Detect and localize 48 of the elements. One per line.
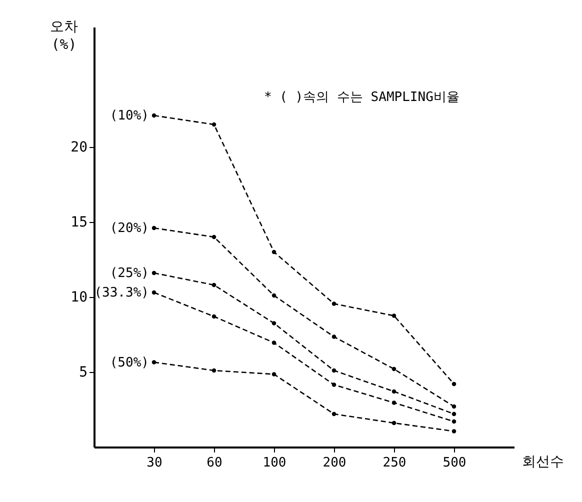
y-tick-label: 10 (70, 290, 88, 306)
point (212, 368, 216, 373)
series-label: (33.3%) (94, 286, 149, 300)
point (272, 340, 276, 345)
point (152, 113, 156, 118)
point (152, 226, 156, 230)
series-label: (10%) (110, 108, 149, 124)
y-tick-label: 15 (70, 214, 88, 230)
point (272, 321, 276, 326)
point (452, 419, 456, 424)
point (452, 382, 456, 386)
point (332, 334, 336, 339)
point (452, 429, 456, 434)
point (212, 314, 216, 319)
point (272, 250, 276, 254)
point (152, 270, 156, 276)
point (272, 372, 276, 376)
x-tick-label: 200 (322, 456, 346, 470)
point (152, 290, 156, 295)
x-tick-label: 500 (442, 456, 466, 470)
point (392, 400, 396, 405)
x-axis-title: 회선수 (522, 454, 564, 470)
x-tick-label: 60 (206, 456, 222, 470)
point (212, 122, 216, 127)
series-label: (25%) (110, 266, 149, 281)
x-tick-label: 100 (262, 456, 286, 470)
x-tick-label: 250 (382, 456, 406, 470)
point (272, 293, 276, 298)
x-tick-label: 30 (146, 456, 162, 470)
y-tick-label: 5 (79, 364, 88, 380)
y-axis-title: 오차 (%) (50, 19, 78, 53)
annotation: * ( )속의 수는 SAMPLING비율 (264, 90, 460, 105)
point (212, 234, 216, 240)
point (332, 368, 336, 373)
point (452, 412, 456, 416)
point (332, 302, 336, 306)
point (452, 404, 456, 409)
point (392, 389, 396, 394)
point (332, 382, 336, 387)
point (332, 412, 336, 416)
point (392, 420, 396, 426)
point (152, 360, 156, 364)
series-label: (50%) (110, 355, 149, 370)
point (392, 366, 396, 372)
point (392, 314, 396, 318)
point (212, 282, 216, 288)
series-label: (20%) (110, 221, 149, 236)
y-tick-label: 20 (70, 140, 88, 156)
